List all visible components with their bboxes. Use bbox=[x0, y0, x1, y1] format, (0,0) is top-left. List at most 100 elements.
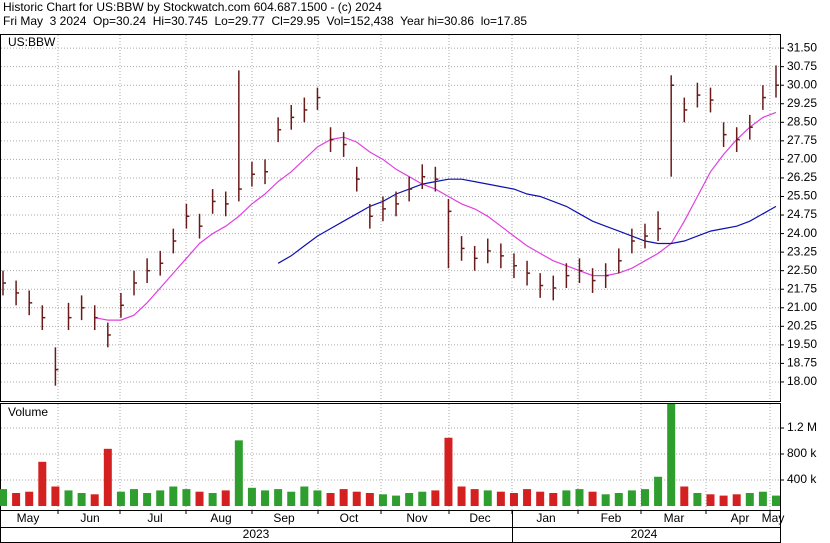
volume-bar bbox=[116, 491, 125, 506]
volume-bar bbox=[758, 491, 767, 506]
volume-bar bbox=[601, 494, 610, 506]
volume-bar bbox=[693, 493, 702, 506]
volume-bar bbox=[156, 490, 165, 506]
y-tick-label: 30.75 bbox=[787, 59, 817, 73]
volume-bar bbox=[339, 489, 348, 506]
volume-bar bbox=[627, 490, 636, 506]
x-tick-label: Dec bbox=[469, 511, 490, 525]
volume-bar bbox=[0, 489, 7, 506]
y-tick-label: 30.00 bbox=[787, 77, 817, 91]
volume-bar bbox=[247, 487, 256, 506]
symbol-label: US:BBW bbox=[8, 35, 56, 49]
y-tick-label: 24.75 bbox=[787, 207, 817, 221]
volume-bar bbox=[418, 491, 427, 506]
y-tick-label: 19.50 bbox=[787, 337, 817, 351]
y-tick-label: 26.25 bbox=[787, 170, 817, 184]
volume-bar bbox=[287, 491, 296, 506]
volume-bar bbox=[483, 490, 492, 506]
volume-bar bbox=[169, 486, 178, 506]
chart-subtitle: Fri May 3 2024 Op=30.24 Hi=30.745 Lo=29.… bbox=[3, 14, 527, 28]
volume-bar bbox=[143, 493, 152, 506]
volume-bar bbox=[130, 489, 139, 506]
volume-bar bbox=[12, 493, 21, 506]
volume-bar bbox=[680, 486, 689, 506]
y-tick-label: 18.75 bbox=[787, 356, 817, 370]
volume-bar bbox=[352, 491, 361, 506]
x-tick-label: Jul bbox=[147, 511, 162, 525]
volume-bar bbox=[536, 491, 545, 506]
x-tick-label: Mar bbox=[664, 511, 685, 525]
x-tick-label: Sep bbox=[273, 511, 295, 525]
volume-bar bbox=[719, 495, 728, 506]
x-tick-label: May bbox=[17, 511, 40, 525]
volume-bar bbox=[523, 489, 532, 506]
volume-bar bbox=[470, 489, 479, 506]
volume-bar bbox=[274, 489, 283, 506]
volume-bar bbox=[195, 491, 204, 506]
volume-bar bbox=[457, 486, 466, 506]
volume-bar bbox=[90, 494, 99, 506]
x-tick-label: May bbox=[762, 511, 785, 525]
volume-bar bbox=[221, 490, 230, 506]
volume-bar bbox=[300, 486, 309, 506]
volume-bar bbox=[588, 491, 597, 506]
x-tick-label: Feb bbox=[601, 511, 622, 525]
y-tick-label: 800 k bbox=[787, 446, 817, 460]
volume-bar bbox=[667, 403, 676, 506]
y-tick-label: 20.25 bbox=[787, 318, 817, 332]
price-panel bbox=[0, 34, 781, 402]
y-tick-label: 1.2 M bbox=[787, 420, 817, 434]
x-tick-label: Nov bbox=[406, 511, 427, 525]
volume-bar bbox=[509, 493, 518, 506]
x-tick-label: Jan bbox=[536, 511, 555, 525]
volume-bar bbox=[732, 494, 741, 506]
volume-bar bbox=[25, 491, 34, 506]
volume-bar bbox=[378, 494, 387, 506]
volume-bar bbox=[575, 489, 584, 506]
y-tick-label: 24.00 bbox=[787, 226, 817, 240]
volume-label: Volume bbox=[8, 405, 48, 419]
x-tick-label: Apr bbox=[731, 511, 750, 525]
volume-bar bbox=[614, 493, 623, 506]
volume-bar bbox=[103, 448, 112, 506]
volume-bar bbox=[549, 493, 558, 506]
y-tick-label: 27.75 bbox=[787, 133, 817, 147]
volume-bar bbox=[706, 494, 715, 506]
volume-bar bbox=[77, 493, 86, 506]
volume-bar bbox=[64, 490, 73, 506]
y-tick-label: 18.00 bbox=[787, 374, 817, 388]
volume-bar bbox=[405, 493, 414, 506]
volume-bar bbox=[444, 437, 453, 506]
x-tick-label: Jun bbox=[80, 511, 99, 525]
volume-bar bbox=[38, 461, 47, 506]
moving-average-line bbox=[277, 178, 777, 264]
volume-bar bbox=[182, 489, 191, 506]
y-tick-label: 21.00 bbox=[787, 300, 817, 314]
volume-bar bbox=[261, 490, 270, 506]
volume-bar bbox=[745, 493, 754, 506]
x-tick-label: Aug bbox=[210, 511, 231, 525]
chart-title: Historic Chart for US:BBW by Stockwatch.… bbox=[3, 0, 382, 14]
volume-bar bbox=[654, 476, 663, 506]
y-tick-label: 25.50 bbox=[787, 189, 817, 203]
y-tick-label: 400 k bbox=[787, 472, 817, 486]
volume-bar bbox=[392, 495, 401, 506]
volume-bar bbox=[365, 493, 374, 506]
year-label: 2023 bbox=[243, 527, 270, 541]
y-tick-label: 29.25 bbox=[787, 96, 817, 110]
y-tick-label: 23.25 bbox=[787, 244, 817, 258]
volume-bar bbox=[496, 491, 505, 506]
y-tick-label: 22.50 bbox=[787, 263, 817, 277]
y-tick-label: 31.50 bbox=[787, 40, 817, 54]
year-label: 2024 bbox=[631, 527, 658, 541]
x-tick-label: Oct bbox=[340, 511, 359, 525]
y-tick-label: 21.75 bbox=[787, 281, 817, 295]
y-tick-label: 28.50 bbox=[787, 114, 817, 128]
volume-bar bbox=[208, 493, 217, 506]
volume-bar bbox=[326, 493, 335, 506]
volume-bar bbox=[772, 495, 780, 506]
volume-bar bbox=[234, 440, 243, 506]
volume-bar bbox=[431, 490, 440, 506]
